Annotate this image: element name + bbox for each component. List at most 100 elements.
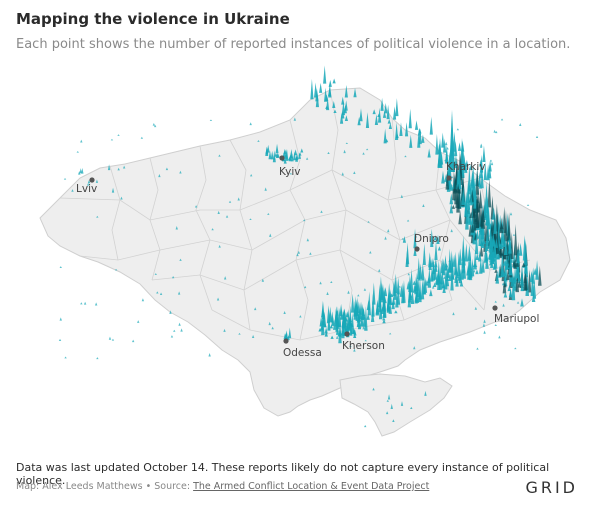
- violence-spike: [223, 276, 227, 280]
- city-marker-odessa: Odessa: [283, 338, 322, 359]
- violence-spike: [418, 291, 422, 300]
- violence-spike: [324, 330, 328, 337]
- violence-spike: [459, 279, 464, 287]
- violence-spike: [484, 181, 489, 214]
- violence-spike: [413, 346, 416, 350]
- violence-spike: [457, 142, 462, 151]
- violence-spike: [366, 313, 370, 320]
- violence-spike: [251, 334, 255, 338]
- violence-spike: [408, 274, 412, 292]
- violence-spike: [530, 274, 535, 297]
- violence-spike: [399, 122, 403, 137]
- violence-spike: [338, 318, 342, 344]
- credit-line: Map: Alex Leeds Matthews • Source: The A…: [16, 481, 429, 492]
- violence-spike: [433, 266, 438, 280]
- violence-spike: [508, 288, 513, 298]
- violence-spike: [475, 165, 480, 195]
- violence-spike: [408, 281, 412, 303]
- violence-spike: [330, 335, 334, 339]
- ukraine-land: [39, 87, 571, 417]
- violence-spike: [448, 272, 452, 281]
- violence-spike: [275, 143, 279, 154]
- violence-spike: [249, 218, 252, 220]
- city-marker-dnipro: Dnipro: [414, 233, 449, 252]
- violence-spike: [297, 250, 300, 254]
- violence-spike: [390, 403, 393, 409]
- violence-spike: [465, 159, 469, 167]
- violence-spike: [378, 268, 381, 272]
- violence-spike: [382, 290, 386, 311]
- violence-spike: [461, 186, 466, 205]
- violence-spike: [194, 205, 198, 208]
- violence-spike: [421, 263, 425, 281]
- violence-spike: [353, 88, 357, 98]
- violence-spike: [410, 289, 415, 305]
- violence-spike: [450, 257, 455, 279]
- violence-spike: [377, 113, 381, 118]
- violence-spike: [500, 118, 504, 121]
- city-label-kharkiv: Kharkiv: [446, 161, 486, 173]
- violence-spike: [95, 179, 99, 183]
- violence-spike: [208, 353, 211, 357]
- violence-spike: [63, 177, 67, 180]
- violence-spike: [538, 265, 542, 286]
- violence-spike: [388, 302, 392, 314]
- violence-spike: [433, 235, 437, 241]
- violence-spike: [400, 401, 404, 406]
- violence-spike: [472, 204, 477, 217]
- violence-spike: [360, 313, 364, 327]
- violence-spike: [299, 315, 302, 318]
- violence-spike: [81, 167, 84, 174]
- violence-spike: [507, 212, 511, 241]
- violence-spike: [380, 97, 384, 111]
- violence-spike: [523, 238, 528, 266]
- violence-spike: [479, 145, 483, 148]
- violence-spike: [153, 124, 157, 128]
- violence-spike: [209, 119, 213, 121]
- violence-spike: [305, 157, 309, 160]
- violence-spike: [519, 123, 522, 127]
- violence-spike: [474, 306, 478, 310]
- city-marker-mariupol: Mariupol: [492, 305, 539, 325]
- violence-spike: [493, 244, 498, 269]
- violence-spike: [254, 307, 257, 311]
- violence-spike: [430, 228, 434, 247]
- violence-spike: [486, 164, 490, 181]
- violence-spike: [76, 150, 79, 153]
- violence-spike: [445, 275, 450, 282]
- violence-spike: [265, 147, 269, 155]
- violence-spike: [527, 269, 532, 293]
- source-link[interactable]: The Armed Conflict Location & Event Data…: [193, 481, 430, 492]
- violence-spike: [435, 133, 439, 155]
- violence-spike: [303, 285, 307, 289]
- violence-spike: [332, 78, 336, 84]
- violence-spike: [506, 270, 510, 281]
- violence-spike: [375, 300, 379, 316]
- violence-spike: [450, 228, 453, 233]
- violence-spike: [257, 139, 260, 142]
- violence-spike: [469, 163, 473, 170]
- violence-spike: [404, 122, 409, 137]
- violence-spike: [469, 194, 473, 206]
- violence-spike: [379, 276, 383, 300]
- violence-spike: [59, 317, 62, 321]
- violence-spike: [330, 281, 333, 284]
- violence-spike: [362, 152, 365, 155]
- violence-spike: [353, 333, 357, 338]
- violence-spike: [453, 251, 458, 276]
- violence-spike: [464, 191, 469, 217]
- violence-spike: [518, 242, 523, 256]
- violence-spike: [361, 308, 365, 316]
- violence-spike: [114, 268, 118, 271]
- violence-spike: [289, 149, 293, 159]
- violence-spike: [412, 280, 417, 285]
- violence-spike: [117, 134, 120, 136]
- violence-spike: [496, 256, 500, 260]
- chart-title: Mapping the violence in Ukraine: [16, 10, 290, 28]
- city-marker-kharkiv: Kharkiv: [446, 161, 486, 181]
- violence-spike: [483, 319, 486, 323]
- violence-spike: [488, 229, 493, 253]
- violence-spike: [141, 298, 145, 302]
- violence-spike: [431, 260, 436, 275]
- violence-spike: [402, 280, 406, 303]
